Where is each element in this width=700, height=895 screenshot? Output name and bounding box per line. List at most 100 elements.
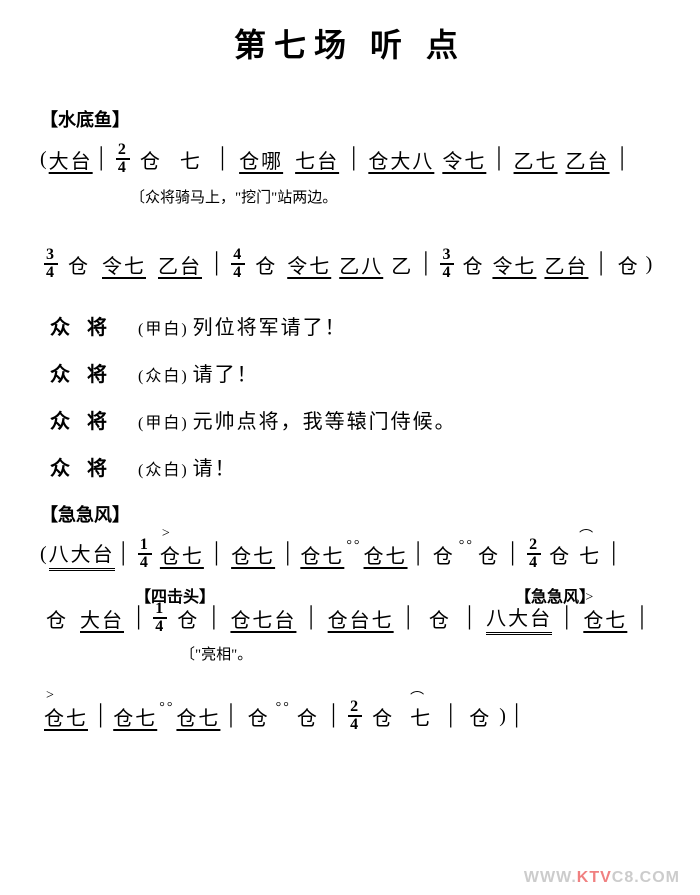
- barline: |: [214, 247, 221, 277]
- cue: (众白): [138, 462, 189, 479]
- time-sig: 24: [527, 537, 541, 571]
- note: 仓: [618, 250, 640, 279]
- dialogue-text: 列位将军请了！: [193, 317, 347, 339]
- note: 仓: [255, 250, 277, 279]
- note: 乙台: [158, 250, 202, 279]
- note: 乙台: [544, 250, 588, 279]
- notation-line-2: 34 仓 令七 乙台 | 44 仓 令七 乙八 乙 | 34 仓 令七 乙台 |…: [40, 247, 660, 281]
- dialogue-line: 众 将 (众白)请了！: [50, 358, 660, 387]
- barline: |: [598, 247, 605, 277]
- time-sig: 14: [138, 537, 152, 571]
- barline: |: [308, 601, 315, 631]
- note: 仓七: [231, 540, 275, 569]
- note: 仓: [549, 540, 571, 569]
- notation-line-4: 仓 大台 | 14 仓 | 仓七台 | 仓台七 | 仓 | 八大台 | 仓七 |: [40, 601, 660, 635]
- barline: |: [510, 537, 517, 567]
- barline: |: [639, 601, 646, 631]
- note: 仓七: [364, 540, 408, 569]
- note: 仓台七: [328, 604, 394, 633]
- note: 乙七: [514, 145, 558, 174]
- cue: (甲白): [138, 321, 189, 338]
- page-title: 第七场 听 点: [40, 20, 660, 66]
- note: 仓: [462, 250, 484, 279]
- dialogue-text: 请了！: [193, 364, 259, 386]
- note: 仓: [469, 702, 491, 731]
- note: 仓: [429, 604, 451, 633]
- note: 仓七: [160, 540, 204, 569]
- dialogue-text: 元帅点将，我等辕门侍候。: [193, 411, 457, 433]
- barline: |: [406, 601, 413, 631]
- repeat-dots: °°: [159, 700, 174, 716]
- watermark: WWW.KTVC8.COM: [524, 869, 680, 887]
- time-sig: 34: [44, 247, 58, 281]
- barline: |: [620, 142, 627, 172]
- time-sig: 24: [348, 699, 362, 733]
- notation-line-5: 仓七 | 仓七 °° 仓七 | 仓 °° 仓 | 24 仓 七 | 仓 ) |: [40, 699, 660, 733]
- barline: |: [99, 142, 106, 172]
- watermark-prefix: WWW.: [524, 869, 577, 886]
- note: 七: [579, 540, 601, 569]
- note: 仓七台: [230, 604, 296, 633]
- barline: |: [214, 537, 221, 567]
- time-sig: 44: [231, 247, 245, 281]
- notation-line-3: ( 八大台 | 14 仓七 | 仓七 | 仓七 °° 仓七 | 仓 °° 仓 |…: [40, 537, 660, 571]
- note: 仓七: [583, 604, 627, 633]
- note: 仓: [248, 702, 270, 731]
- note: 令七: [287, 250, 331, 279]
- barline: |: [448, 699, 455, 729]
- barline: |: [467, 601, 474, 631]
- page: 第七场 听 点 【水底鱼】 ( 大台 | 24 仓 七 | 仓哪 七台 | 仓大…: [0, 0, 700, 783]
- barline: |: [423, 247, 430, 277]
- section-label-shuidiyu: 【水底鱼】: [40, 106, 660, 132]
- barline: |: [121, 537, 128, 567]
- speaker: 众 将: [50, 411, 113, 433]
- dialogue-line: 众 将 (众白)请！: [50, 452, 660, 481]
- note: 大台: [49, 145, 93, 174]
- note: 七: [410, 702, 432, 731]
- note: 仓: [433, 540, 455, 569]
- watermark-suffix: C8.COM: [612, 869, 680, 886]
- barline: |: [98, 699, 105, 729]
- speaker: 众 将: [50, 458, 113, 480]
- note: 令七: [492, 250, 536, 279]
- barline: |: [514, 699, 521, 729]
- notation-row-4-wrap: 【四击头】 【急急风】 仓 大台 | 14 仓 | 仓七台 | 仓台七 | 仓 …: [40, 601, 660, 664]
- paren-close: ): [499, 705, 508, 728]
- dialogue-line: 众 将 (甲白)元帅点将，我等辕门侍候。: [50, 405, 660, 434]
- barline: |: [564, 601, 571, 631]
- paren-open: (: [40, 543, 49, 566]
- cue: (众白): [138, 368, 189, 385]
- barline: |: [220, 142, 227, 172]
- barline: |: [611, 537, 618, 567]
- note: 仓: [46, 604, 68, 633]
- repeat-dots: °°: [459, 538, 474, 554]
- note: 令七: [102, 250, 146, 279]
- note: 仓七: [176, 702, 220, 731]
- paren-open: (: [40, 148, 49, 171]
- note: 仓: [177, 604, 199, 633]
- note: 仓大八: [368, 145, 434, 174]
- barline: |: [351, 142, 358, 172]
- barline: |: [211, 601, 218, 631]
- barline: |: [331, 699, 338, 729]
- paren-close: ): [646, 253, 655, 276]
- note: 仓: [478, 540, 500, 569]
- watermark-mid: KTV: [577, 869, 612, 886]
- section-label-sijitou: 【四击头】: [135, 583, 215, 607]
- note: 仓七: [300, 540, 344, 569]
- barline: |: [416, 537, 423, 567]
- time-sig: 34: [440, 247, 454, 281]
- note: 仓: [297, 702, 319, 731]
- note: 仓: [372, 702, 394, 731]
- note: 令七: [442, 145, 486, 174]
- note: 大台: [80, 604, 124, 633]
- barline: |: [228, 699, 235, 729]
- note: 七台: [295, 145, 339, 174]
- note: 仓: [140, 145, 162, 174]
- barline: |: [496, 142, 503, 172]
- repeat-dots: °°: [276, 700, 291, 716]
- note: 仓哪: [239, 145, 283, 174]
- repeat-dots: °°: [346, 538, 361, 554]
- barline: |: [285, 537, 292, 567]
- barline: |: [136, 601, 143, 631]
